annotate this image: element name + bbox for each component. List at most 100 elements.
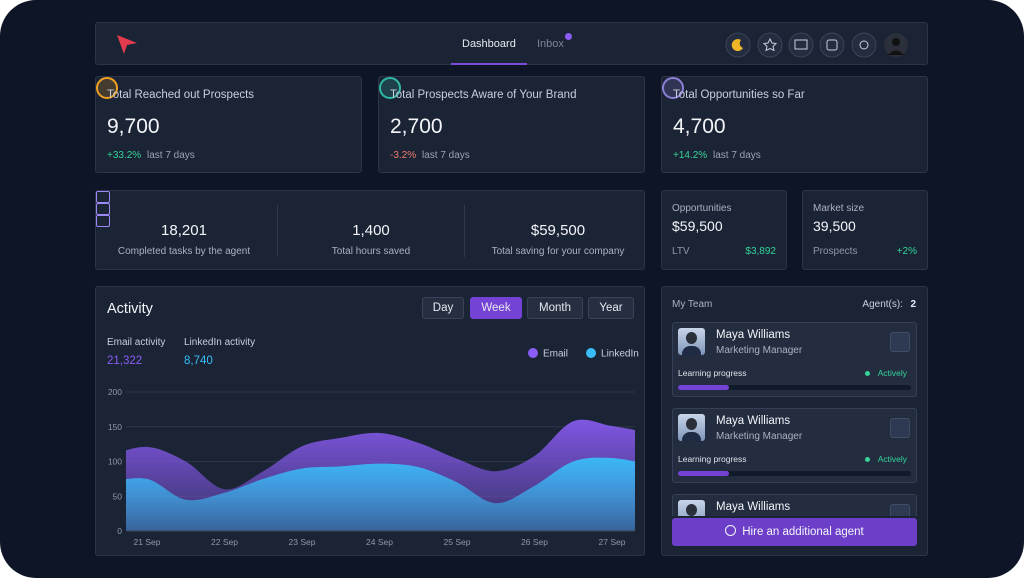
card-value: $59,500 [672,218,723,234]
chat-button[interactable] [890,332,910,352]
tab-underline [451,63,527,65]
stat-icon [96,77,118,99]
x-tick-label: 23 Sep [289,537,316,547]
stat-title: Total Reached out Prospects [107,89,255,101]
summary-label: Total saving for your company [491,246,625,257]
chat-button[interactable] [890,418,910,438]
metric-value: 21,322 [107,355,143,367]
y-tick-label: 100 [108,457,122,467]
nav-tab[interactable]: Dashboard [462,38,516,50]
summary-icon [96,191,110,203]
area-linkedin [126,457,635,531]
opportunities-card: Opportunities $59,500 LTV $3,892 [661,190,787,270]
hire-button[interactable]: Hire an additional agent [672,518,917,546]
stat-icon [662,77,684,99]
x-tick-label: 21 Sep [134,537,161,547]
stat-period: last 7 days [422,150,470,161]
y-tick-label: 200 [108,387,122,397]
card-sub-label: Prospects [813,246,858,257]
range-button[interactable]: Year [588,297,634,319]
member-avatar [678,500,705,516]
legend-label: LinkedIn [601,349,639,360]
range-button[interactable]: Month [527,297,583,319]
summary-icon [96,203,110,215]
stat-change: -3.2% [390,150,417,161]
summary-value: $59,500 [530,222,586,239]
range-button[interactable]: Week [470,297,522,319]
card-sub-value: +2% [896,246,917,257]
status-label: Actively [877,454,907,464]
metric-name: Email activity [107,337,166,348]
stat-period: last 7 days [713,150,761,161]
stat-value: 2,700 [390,115,443,138]
toolbar [725,32,908,58]
market-card: Market size 39,500 Prospects +2% [802,190,928,270]
avatar-face [686,332,697,344]
progress-bar [678,471,730,476]
stat-title: Total Prospects Aware of Your Brand [390,89,577,101]
stat-card: Total Prospects Aware of Your Brand 2,700… [378,76,645,173]
settings-button[interactable] [851,32,877,58]
team-title: My Team [672,299,713,310]
member-role: Marketing Manager [716,431,803,442]
member-avatar [678,414,705,441]
nav-bar: Dashboard Inbox [95,22,928,65]
y-tick-label: 0 [117,526,122,536]
team-count: 2 [910,299,916,310]
member-list: Maya Williams Marketing Manager Learning p… [662,287,927,516]
progress-bar [678,385,730,390]
docs-button[interactable] [788,32,814,58]
card-title: Market size [813,203,865,214]
logo [117,35,137,54]
divider [277,205,278,257]
avatar-body [682,346,701,355]
legend-dot [528,348,538,358]
card-sub-label: LTV [672,246,690,257]
storage-button[interactable] [819,32,845,58]
summary-card: 18,201 Completed tasks by the agent 1,400 T… [95,190,645,270]
summary-label: Completed tasks by the agent [117,246,251,257]
metric-value: 8,740 [184,355,213,367]
team-card: My Team 2 Agent(s): Maya Williams Marketing … [661,286,928,556]
avatar-face [686,418,697,430]
x-tick-label: 22 Sep [211,537,238,547]
stat-icon [379,77,401,99]
legend-label: Email [543,349,568,360]
stat-period: last 7 days [147,150,195,161]
team-count-label: Agent(s): [862,299,903,310]
status-dot [865,457,870,462]
stat-change: +14.2% [673,150,708,161]
activity-title: Activity [107,301,153,317]
plus-icon [725,525,737,536]
avatar-face [686,504,697,516]
member-name: Maya Williams [716,415,791,427]
member-role: Marketing Manager [716,345,803,356]
y-tick-label: 150 [108,422,122,432]
summary-icon [96,215,110,227]
progress-label: Learning progress [678,368,747,378]
chat-button[interactable] [890,504,910,516]
stat-value: 9,700 [107,115,160,138]
nav-tab[interactable]: Inbox [537,38,564,50]
x-tick-label: 27 Sep [599,537,626,547]
favorites-button[interactable] [757,32,783,58]
x-tick-label: 24 Sep [366,537,393,547]
summary-value: 1,400 [352,222,390,239]
avatar-body [682,432,701,441]
card-value: 39,500 [813,218,856,234]
stat-card: Total Opportunities so Far 4,700 +14.2% las… [661,76,928,173]
member-avatar [678,328,705,355]
summary-label: Total hours saved [331,246,411,257]
stat-value: 4,700 [673,115,726,138]
progress-track [678,471,911,476]
stat-card: Total Reached out Prospects 9,700 +33.2% la… [95,76,362,173]
legend-dot [586,348,597,358]
x-tick-label: 26 Sep [521,537,548,547]
stat-change: +33.2% [107,150,142,161]
range-button[interactable]: Day [422,297,464,319]
card-title: Opportunities [672,203,732,214]
